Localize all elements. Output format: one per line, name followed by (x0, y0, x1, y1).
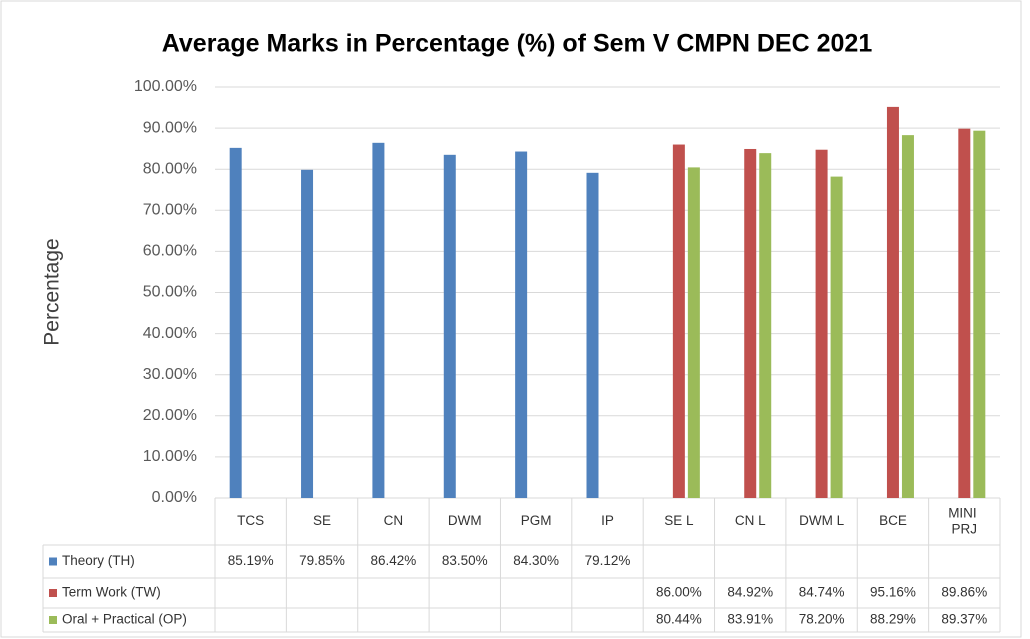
x-tick-label: CN L (735, 513, 766, 528)
table-value: 86.42% (371, 553, 417, 568)
table-value: 89.86% (941, 585, 987, 600)
chart-title: Average Marks in Percentage (%) of Sem V… (162, 30, 873, 58)
table-value: 95.16% (870, 585, 916, 600)
x-tick-label: PGM (521, 513, 552, 528)
table-value: 84.74% (799, 585, 845, 600)
y-tick-label: 100.00% (134, 78, 197, 95)
bar (830, 176, 843, 498)
y-tick-label: 40.00% (143, 325, 197, 342)
table-value: 85.19% (228, 553, 274, 568)
table-value: 89.37% (941, 612, 987, 627)
legend-label: Term Work (TW) (62, 585, 161, 600)
bar (958, 128, 971, 498)
bar (744, 148, 757, 498)
table-value: 83.91% (727, 612, 773, 627)
legend-swatch (49, 557, 57, 566)
bar (515, 151, 528, 499)
legend-swatch (49, 616, 57, 624)
x-tick-label: DWM L (799, 513, 844, 528)
bar (586, 172, 599, 498)
x-tick-label: MINI PRJ (948, 505, 980, 536)
bar (443, 154, 456, 498)
y-tick-label: 50.00% (143, 284, 197, 301)
y-tick-label: 90.00% (143, 119, 197, 136)
bar (815, 149, 828, 498)
bar (687, 167, 700, 498)
bar (229, 147, 242, 499)
y-tick-label: 60.00% (143, 243, 197, 260)
y-tick-label: 20.00% (143, 407, 197, 424)
x-tick-label: CN (384, 513, 404, 528)
table-value: 79.12% (585, 553, 631, 568)
x-tick-label: BCE (879, 513, 907, 528)
bar (672, 144, 685, 499)
bar (372, 142, 385, 499)
x-tick-label: IP (601, 513, 614, 528)
table-value: 80.44% (656, 612, 702, 627)
bar (301, 169, 314, 498)
bar (973, 130, 986, 498)
y-axis-label: Percentage (41, 238, 64, 345)
table-value: 79.85% (299, 553, 345, 568)
table-value: 78.20% (799, 612, 845, 627)
table-value: 86.00% (656, 585, 702, 600)
x-tick-label: SE (313, 513, 331, 528)
y-tick-label: 70.00% (143, 202, 197, 219)
table-value: 88.29% (870, 612, 916, 627)
bar (886, 106, 899, 499)
x-tick-label: DWM (448, 513, 482, 528)
legend-swatch (49, 589, 57, 597)
legend-label: Theory (TH) (62, 553, 135, 568)
table-value: 84.30% (513, 553, 559, 568)
legend-label: Oral + Practical (OP) (62, 612, 187, 627)
table-value: 84.92% (727, 585, 773, 600)
x-tick-label: TCS (237, 513, 264, 528)
table-value: 83.50% (442, 553, 488, 568)
bar (759, 153, 772, 499)
bar (901, 135, 914, 498)
y-tick-label: 0.00% (152, 489, 197, 506)
y-tick-label: 10.00% (143, 448, 197, 465)
y-tick-label: 30.00% (143, 366, 197, 383)
y-tick-label: 80.00% (143, 160, 197, 177)
x-tick-label: SE L (664, 513, 694, 528)
